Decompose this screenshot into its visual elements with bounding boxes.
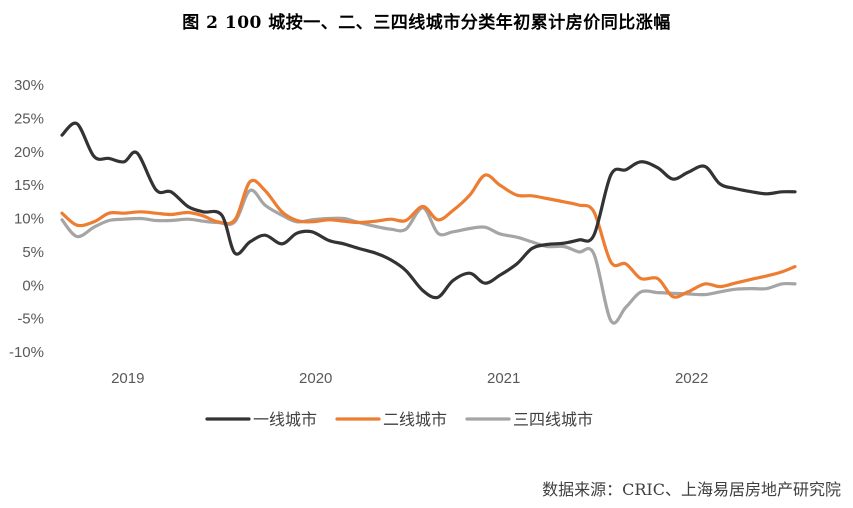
source-note: 数据来源：CRIC、上海易居房地产研究院 [542,480,841,499]
tier2-city-line [60,173,797,299]
y-tick-label: 15% [14,177,44,194]
x-tick-label: 2019 [111,370,144,387]
y-tick-label: 10% [14,211,44,228]
legend-item-tier3-4: 三四线城市 [513,410,593,429]
tier1-city-line [60,121,797,300]
y-tick-label: 20% [14,144,44,161]
y-tick-label: -10% [9,344,44,361]
x-tick-label: 2022 [675,370,708,387]
legend: 一线城市 二线城市 三四线城市 [205,410,593,429]
y-tick-label: 5% [22,244,44,261]
x-tick-label: 2020 [299,370,332,387]
y-tick-label: -5% [17,311,44,328]
line-chart: 30%25%20%15%10%5%0%-5%-10% 2019 2020 2021 2… [9,77,797,429]
tier3-4-city-line [60,188,797,325]
legend-item-tier1: 一线城市 [253,410,317,429]
y-axis-ticks: 30% 25% 20% 15% 10% 5% 0% -5% -10% [9,77,44,361]
x-axis-ticks: 2019 2020 2021 2022 [111,370,708,387]
y-tick-label: 25% [14,110,44,127]
y-tick-label: 30% [14,77,44,94]
legend-item-tier2: 二线城市 [383,410,447,429]
y-tick-label: 0% [22,277,44,294]
x-tick-label: 2021 [487,370,520,387]
figure-title: 图 2 100 城按一、二、三四线城市分类年初累计房价同比涨幅 [182,13,671,33]
series-lines [60,121,797,325]
